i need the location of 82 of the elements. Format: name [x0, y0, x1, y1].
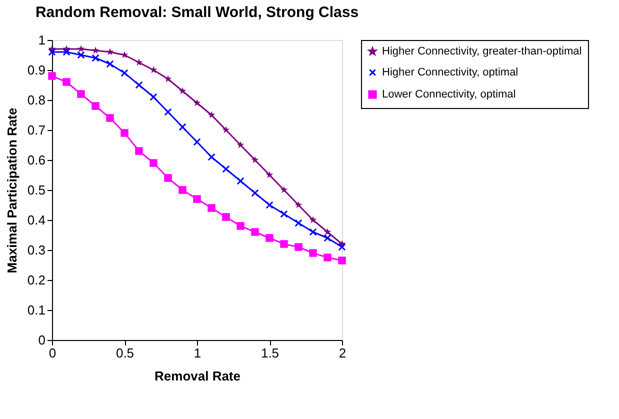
- y-axis-title: Maximal Participation Rate: [4, 108, 20, 274]
- x-tick-label: 0.5: [116, 346, 134, 360]
- y-tick-label: 0.7: [27, 122, 46, 138]
- point: [324, 228, 332, 236]
- point: [120, 69, 128, 77]
- y-tick-label: 0.9: [27, 62, 46, 78]
- point: [77, 45, 85, 52]
- y-tick-label: 0.3: [27, 242, 46, 258]
- point: [48, 72, 56, 80]
- legend-label: Higher Connectivity, optimal: [382, 66, 518, 78]
- point: [106, 114, 114, 122]
- point: [135, 147, 143, 155]
- point: [164, 108, 172, 116]
- y-tick-label: 0.5: [27, 182, 46, 198]
- point: [236, 222, 244, 230]
- point: [280, 210, 288, 218]
- point: [150, 159, 158, 167]
- point: [135, 81, 143, 89]
- point: [236, 141, 244, 148]
- point: [193, 138, 201, 146]
- point: [309, 249, 317, 257]
- x-tick-label: 1: [194, 346, 202, 360]
- point: [236, 177, 244, 185]
- point: [77, 51, 85, 59]
- point: [164, 75, 172, 82]
- point: [92, 46, 100, 54]
- point: [266, 171, 274, 178]
- point: [48, 48, 56, 56]
- point: [251, 156, 259, 164]
- point: [150, 93, 158, 101]
- point: [164, 174, 172, 182]
- point: [150, 66, 158, 74]
- point: [106, 48, 114, 56]
- legend-label: Lower Connectivity, optimal: [382, 88, 516, 100]
- point: [222, 213, 230, 221]
- point: [193, 99, 201, 106]
- point: [62, 78, 70, 86]
- y-tick-label: 1: [38, 32, 46, 48]
- point: [324, 254, 332, 262]
- point: [92, 102, 100, 110]
- y-tick-label: 0.1: [27, 302, 46, 318]
- point: [62, 48, 70, 56]
- point: [266, 234, 274, 242]
- x-tick-label: 1.5: [260, 346, 280, 360]
- point: [222, 165, 230, 173]
- point: [135, 58, 143, 66]
- point: [251, 228, 259, 236]
- point: [106, 60, 114, 68]
- point: [120, 51, 128, 58]
- point: [92, 54, 100, 62]
- point: [280, 186, 288, 194]
- point: [294, 219, 302, 227]
- point: [193, 195, 201, 203]
- point: [338, 256, 346, 264]
- x-tick-label: 0: [48, 346, 56, 360]
- point: [280, 240, 288, 248]
- point: [294, 201, 302, 208]
- point: [208, 204, 216, 212]
- point: [178, 87, 186, 94]
- point: [120, 129, 128, 137]
- x-axis-title: Removal Rate: [154, 368, 240, 384]
- point: [178, 186, 186, 194]
- y-tick-label: 0.6: [27, 152, 46, 168]
- y-tick-label: 0.8: [27, 92, 46, 108]
- y-tick-label: 0.4: [27, 212, 46, 228]
- point: [294, 243, 302, 251]
- point: [178, 123, 186, 131]
- point: [208, 153, 216, 161]
- x-tick-label: 2: [338, 346, 346, 360]
- point: [309, 216, 317, 224]
- point: [338, 243, 346, 251]
- point: [266, 201, 274, 209]
- point: [251, 189, 259, 197]
- point: [208, 111, 216, 118]
- y-tick-label: 0.2: [27, 272, 46, 288]
- chart-title: Random Removal: Small World, Strong Class: [35, 4, 359, 21]
- point: [324, 234, 332, 242]
- legend-label: Higher Connectivity, greater-than-optimal: [382, 46, 582, 58]
- point: [309, 228, 317, 236]
- point: [222, 126, 230, 134]
- point: [77, 90, 85, 98]
- y-tick-label: 0: [38, 332, 46, 348]
